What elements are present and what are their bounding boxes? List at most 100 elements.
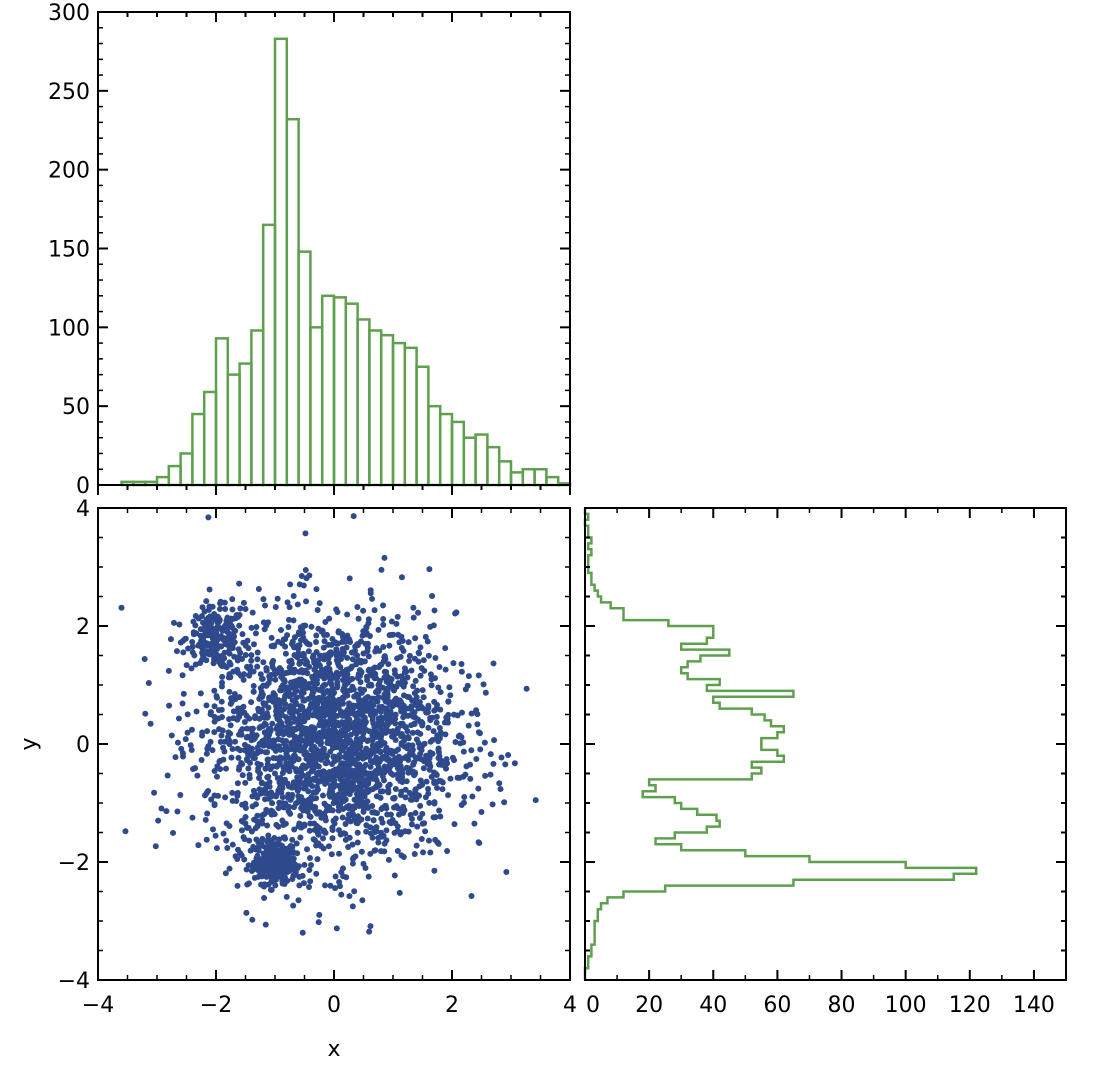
scatter-point xyxy=(317,741,324,748)
scatter-point xyxy=(471,820,478,827)
scatter-point xyxy=(176,621,183,628)
scatter-point xyxy=(347,737,354,744)
histogram-bar xyxy=(214,337,230,487)
scatter-point xyxy=(232,738,239,745)
scatter-point xyxy=(307,729,314,736)
scatter-point xyxy=(411,721,418,728)
scatter-point xyxy=(272,882,279,889)
x-tick-label: 120 xyxy=(949,993,991,1018)
scatter-point xyxy=(302,530,309,537)
scatter-point xyxy=(427,671,434,678)
scatter-point xyxy=(256,860,263,867)
y-tick-label: 4 xyxy=(76,497,90,522)
scatter-point xyxy=(365,616,372,623)
scatter-point xyxy=(387,758,394,765)
scatter-point xyxy=(378,732,385,739)
scatter-point xyxy=(326,789,333,796)
scatter-point xyxy=(288,657,295,664)
histogram-bar xyxy=(545,475,560,487)
scatter-point xyxy=(296,882,303,889)
scatter-point xyxy=(425,724,432,731)
scatter-point xyxy=(373,645,380,652)
scatter-point xyxy=(198,644,205,651)
scatter-point xyxy=(458,668,465,675)
scatter-point xyxy=(364,815,371,822)
scatter-point xyxy=(271,770,278,777)
scatter-point xyxy=(310,766,317,773)
scatter-point xyxy=(296,820,303,827)
scatter-point xyxy=(273,743,280,750)
scatter-point xyxy=(294,787,301,794)
scatter-point xyxy=(427,849,434,856)
scatter-point xyxy=(408,791,415,798)
y-tick-label: −2 xyxy=(58,851,90,876)
scatter-point xyxy=(443,756,450,763)
scatter-point xyxy=(250,688,257,695)
scatter-point xyxy=(425,837,432,844)
scatter-point xyxy=(287,746,294,753)
scatter-point xyxy=(352,784,359,791)
scatter-point xyxy=(352,770,359,777)
scatter-point xyxy=(333,640,340,647)
scatter-point xyxy=(456,774,463,781)
scatter-point xyxy=(264,761,271,768)
scatter-point xyxy=(291,652,298,659)
scatter-point xyxy=(363,828,370,835)
scatter-point xyxy=(229,624,236,631)
scatter-point xyxy=(400,714,407,721)
histogram-bar xyxy=(167,464,182,487)
scatter-point xyxy=(222,765,229,772)
scatter-point xyxy=(444,848,451,855)
scatter-point xyxy=(295,645,302,652)
scatter-point xyxy=(283,893,290,900)
scatter-point xyxy=(409,751,416,758)
scatter-point xyxy=(369,717,376,724)
scatter-point xyxy=(213,694,220,701)
scatter-point xyxy=(349,807,356,814)
scatter-point xyxy=(316,825,323,832)
histogram-bar xyxy=(438,412,454,487)
scatter-point xyxy=(432,770,439,777)
scatter-point xyxy=(278,627,285,634)
scatter-point xyxy=(375,721,382,728)
scatter-point xyxy=(430,622,437,629)
scatter-point xyxy=(317,736,324,743)
scatter-point xyxy=(335,704,342,711)
scatter-point xyxy=(371,825,378,832)
scatter-point xyxy=(168,732,175,739)
scatter-point xyxy=(301,861,308,868)
scatter-point xyxy=(256,775,263,782)
scatter-point xyxy=(268,741,275,748)
scatter-point xyxy=(336,850,343,857)
scatter-point xyxy=(344,692,351,699)
scatter-point xyxy=(442,731,449,738)
scatter-point xyxy=(370,817,377,824)
scatter-point xyxy=(300,634,307,641)
scatter-point xyxy=(235,669,242,676)
scatter-point xyxy=(224,845,231,852)
scatter-point xyxy=(396,639,403,646)
scatter-point xyxy=(469,793,476,800)
scatter-point xyxy=(347,677,354,684)
scatter-point xyxy=(431,607,438,614)
scatter-point xyxy=(173,648,180,655)
scatter-point xyxy=(240,676,247,683)
scatter-point xyxy=(330,778,337,785)
scatter-point xyxy=(419,820,426,827)
scatter-point xyxy=(330,817,337,824)
scatter-point xyxy=(464,682,471,689)
scatter-point xyxy=(302,765,309,772)
x-tick-label: 0 xyxy=(327,993,341,1018)
y-tick-label: 150 xyxy=(48,238,90,263)
scatter-point xyxy=(262,786,269,793)
scatter-point xyxy=(295,739,302,746)
scatter-point xyxy=(254,649,261,656)
scatter-point xyxy=(417,644,424,651)
scatter-point xyxy=(364,803,371,810)
scatter-point xyxy=(335,629,342,636)
scatter-point xyxy=(230,715,237,722)
scatter-point xyxy=(338,709,345,716)
scatter-point xyxy=(301,822,308,829)
scatter-point xyxy=(229,606,236,613)
scatter-point xyxy=(297,668,304,675)
